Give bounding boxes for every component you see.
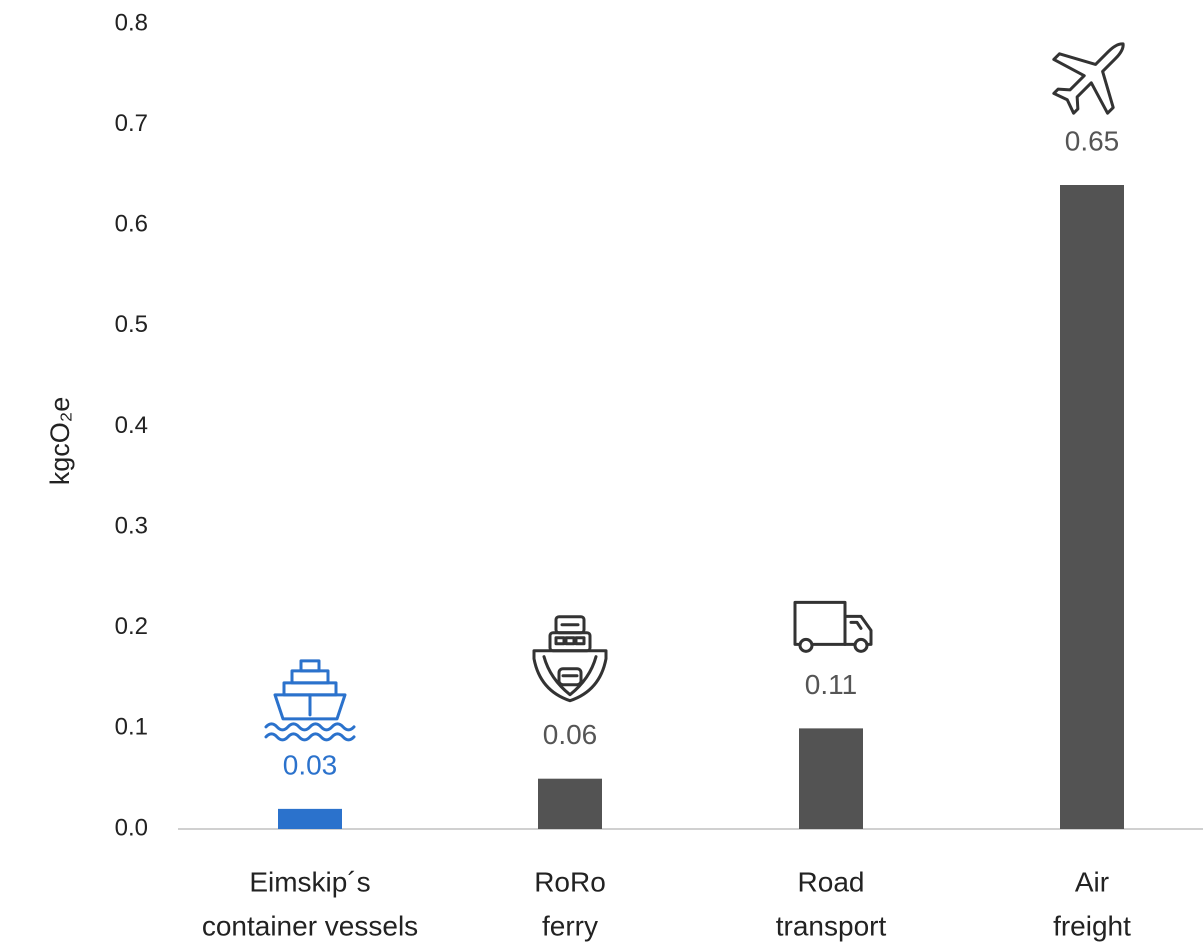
- y-tick-label: 0.6: [115, 211, 148, 238]
- category-label: freight: [1053, 910, 1131, 941]
- airplane-icon: [1052, 42, 1125, 115]
- y-tick-label: 0.4: [115, 412, 148, 439]
- data-label: 0.65: [1065, 125, 1120, 156]
- data-label: 0.06: [543, 719, 598, 750]
- ship-icon: [264, 659, 356, 742]
- data-labels-group: 0.03 0.06 0.11 0.65: [283, 125, 1120, 780]
- category-label: RoRo: [534, 866, 606, 897]
- bar: [538, 778, 602, 829]
- category-label: transport: [776, 910, 887, 941]
- bar: [278, 808, 342, 829]
- truck-icon: [793, 600, 873, 653]
- roro-ferry-icon: [532, 615, 608, 703]
- category-label: ferry: [542, 910, 598, 941]
- y-axis-ticks: 0.0 0.1 0.2 0.3 0.4 0.5 0.6 0.7 0.8: [115, 9, 148, 841]
- y-tick-label: 0.7: [115, 110, 148, 137]
- category-labels-group: Eimskip´s container vessels RoRo ferry Road t…: [202, 866, 1131, 941]
- icons-group: [264, 42, 1125, 742]
- bar: [1060, 185, 1124, 829]
- bars-group: [278, 185, 1124, 829]
- bar: [799, 728, 863, 829]
- category-label: Eimskip´s: [249, 866, 370, 897]
- y-tick-label: 0.0: [115, 814, 148, 841]
- category-label: Road: [798, 866, 865, 897]
- data-label: 0.11: [805, 669, 857, 700]
- y-axis-label: kgcO₂e: [45, 397, 75, 486]
- y-tick-label: 0.1: [115, 714, 148, 741]
- category-label: Air: [1075, 866, 1109, 897]
- y-tick-label: 0.2: [115, 613, 148, 640]
- y-tick-label: 0.5: [115, 311, 148, 338]
- y-tick-label: 0.8: [115, 9, 148, 36]
- category-label: container vessels: [202, 910, 418, 941]
- data-label: 0.03: [283, 749, 338, 780]
- y-tick-label: 0.3: [115, 512, 148, 539]
